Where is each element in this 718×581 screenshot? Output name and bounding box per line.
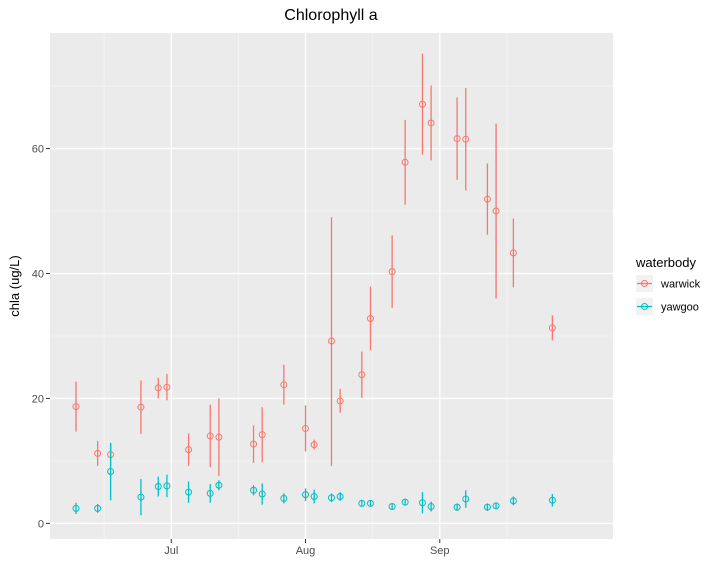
chart-title: Chlorophyll a bbox=[284, 7, 377, 24]
legend-title: waterbody bbox=[635, 255, 696, 270]
data-point bbox=[206, 489, 214, 497]
data-point bbox=[250, 486, 258, 494]
data-point bbox=[462, 135, 470, 143]
data-point bbox=[154, 483, 162, 491]
data-point bbox=[548, 324, 556, 332]
data-point bbox=[258, 431, 266, 439]
data-point bbox=[336, 493, 344, 501]
y-tick-label: 60 bbox=[32, 144, 44, 156]
data-point bbox=[366, 499, 374, 507]
data-point bbox=[250, 440, 258, 448]
data-point bbox=[401, 158, 409, 166]
legend-keys: warwick yawgoo bbox=[636, 275, 701, 315]
data-point bbox=[483, 195, 491, 203]
data-point bbox=[185, 446, 193, 454]
data-point bbox=[302, 424, 310, 432]
data-point bbox=[401, 498, 409, 506]
y-axis: 0 20 40 60 bbox=[32, 144, 50, 530]
data-point bbox=[310, 493, 318, 501]
data-point bbox=[154, 384, 162, 392]
data-point bbox=[427, 119, 435, 127]
data-layer bbox=[72, 53, 556, 516]
data-point bbox=[302, 491, 310, 499]
legend-key-point bbox=[641, 280, 648, 287]
grid-minor bbox=[50, 33, 613, 539]
data-point bbox=[453, 503, 461, 511]
data-point bbox=[328, 337, 335, 345]
data-point bbox=[310, 441, 318, 449]
data-point bbox=[366, 314, 374, 322]
data-point bbox=[163, 383, 171, 391]
data-point bbox=[388, 503, 396, 511]
data-point bbox=[388, 268, 396, 276]
grid-major bbox=[50, 33, 613, 539]
y-tick-label: 20 bbox=[32, 393, 44, 405]
data-point bbox=[215, 481, 223, 489]
data-point bbox=[72, 504, 80, 512]
data-point bbox=[107, 468, 115, 476]
data-point bbox=[418, 100, 426, 108]
data-point bbox=[427, 503, 435, 511]
x-axis: Jul Aug Sep bbox=[164, 539, 450, 557]
series-yawgoo bbox=[72, 442, 556, 516]
data-point bbox=[358, 371, 366, 379]
data-point bbox=[492, 207, 500, 215]
series-warwick bbox=[72, 53, 556, 476]
data-point bbox=[72, 403, 80, 411]
legend-label: warwick bbox=[660, 279, 701, 291]
data-point bbox=[206, 432, 214, 440]
data-point bbox=[418, 499, 426, 507]
data-point bbox=[328, 494, 335, 502]
data-point bbox=[258, 490, 266, 498]
data-point bbox=[185, 488, 193, 496]
legend-label: yawgoo bbox=[661, 302, 699, 314]
data-point bbox=[137, 493, 145, 501]
legend: waterbody warwick yawgoo bbox=[635, 255, 701, 315]
y-axis-title: chla (ug/L) bbox=[7, 255, 22, 316]
y-tick-label: 0 bbox=[38, 518, 44, 530]
data-point bbox=[462, 495, 470, 503]
data-point bbox=[492, 502, 500, 510]
x-tick-label: Jul bbox=[164, 545, 178, 557]
x-tick-label: Aug bbox=[296, 545, 316, 557]
data-point bbox=[509, 249, 517, 257]
data-point bbox=[548, 496, 556, 504]
data-point bbox=[483, 503, 491, 511]
data-point bbox=[509, 497, 517, 505]
data-point bbox=[94, 504, 102, 512]
data-point bbox=[453, 135, 461, 143]
data-point bbox=[94, 449, 102, 457]
x-tick-label: Sep bbox=[430, 545, 450, 557]
data-point bbox=[163, 482, 171, 490]
data-point bbox=[215, 433, 223, 441]
data-point bbox=[137, 403, 145, 411]
data-point bbox=[280, 494, 288, 502]
data-point bbox=[358, 499, 366, 507]
legend-key-point bbox=[641, 303, 648, 310]
y-tick-label: 40 bbox=[32, 269, 44, 281]
data-point bbox=[336, 397, 344, 405]
data-point bbox=[280, 381, 288, 389]
